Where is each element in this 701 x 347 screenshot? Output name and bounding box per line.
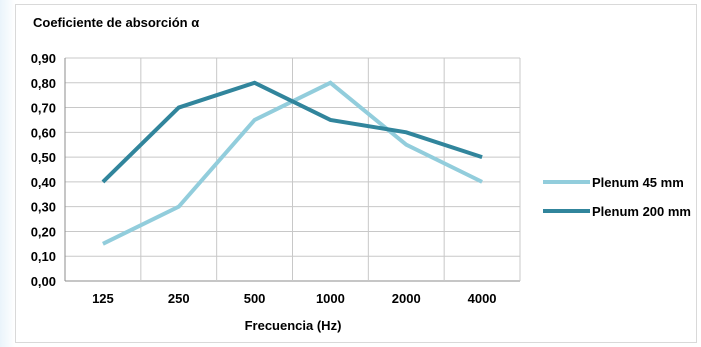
legend-label: Plenum 45 mm: [592, 175, 684, 190]
side-tint: [0, 0, 15, 347]
y-tick-label: 0,30: [31, 200, 56, 215]
legend-label: Plenum 200 mm: [592, 204, 691, 219]
series-layer: [101, 80, 483, 246]
y-tick-label: 0,00: [31, 274, 56, 289]
x-tick-label: 2000: [392, 291, 421, 306]
chart-title: Coeficiente de absorción α: [33, 15, 200, 30]
y-tick-label: 0,20: [31, 224, 56, 239]
y-tick-label: 0,50: [31, 150, 56, 165]
x-tick-label: 4000: [468, 291, 497, 306]
y-tick-label: 0,70: [31, 101, 56, 116]
y-axis-ticks: 0,00 0,10 0,20 0,30 0,40 0,50 0,60 0,70 0,80 0,90: [31, 51, 56, 289]
grid-layer: [64, 57, 521, 282]
y-tick-label: 0,40: [31, 175, 56, 190]
y-tick-label: 0,90: [31, 51, 56, 66]
legend: Plenum 45 mm Plenum 200 mm: [543, 175, 691, 219]
x-tick-label: 1000: [316, 291, 345, 306]
series-line-plenum-200mm: [101, 80, 483, 184]
x-axis-title: Frecuencia (Hz): [245, 318, 342, 333]
chart-frame: [15, 4, 697, 343]
x-tick-label: 500: [244, 291, 266, 306]
x-tick-label: 125: [92, 291, 114, 306]
y-tick-label: 0,10: [31, 249, 56, 264]
x-axis-ticks: 125 250 500 1000 2000 4000: [92, 291, 496, 306]
x-tick-label: 250: [168, 291, 190, 306]
y-tick-label: 0,80: [31, 76, 56, 91]
y-tick-label: 0,60: [31, 125, 56, 140]
